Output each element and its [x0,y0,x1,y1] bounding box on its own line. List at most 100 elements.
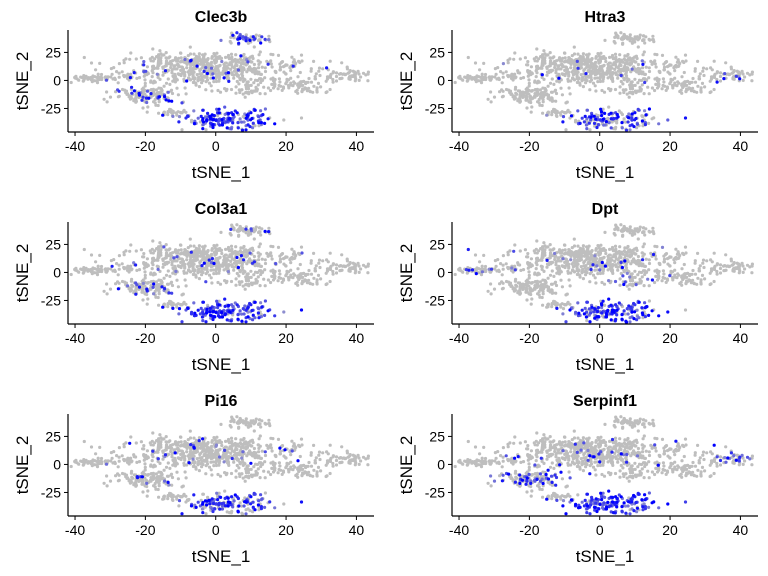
data-point [164,273,169,277]
data-point [331,80,335,84]
data-point [559,249,563,254]
data-point [553,257,557,262]
data-point [297,59,301,64]
data-point-expressed [185,79,189,83]
data-point [159,56,163,60]
data-point [630,80,634,84]
data-point [647,299,652,303]
data-point [572,237,576,241]
data-point [105,90,109,94]
data-point [521,285,526,289]
data-point [271,278,276,282]
data-point [364,265,368,269]
data-point [198,72,202,76]
data-point [298,84,302,88]
data-point [688,278,692,283]
data-point [169,62,173,67]
data-point [550,110,554,114]
data-point-expressed [201,127,205,131]
data-point [535,59,539,63]
data-point [172,77,176,81]
data-point [568,284,572,288]
data-point [212,58,216,63]
data-point-expressed [219,38,223,43]
data-point [710,68,714,72]
data-point [610,71,615,75]
data-point [525,63,529,67]
data-point-expressed [259,315,263,319]
data-point [473,61,478,65]
data-point [201,78,205,83]
data-point-expressed [239,54,243,58]
data-point [271,271,276,275]
data-point-expressed [236,313,240,317]
data-point [619,271,623,276]
data-point [117,254,121,258]
data-point [157,100,161,104]
data-point [549,56,553,60]
data-point [313,269,318,273]
data-point-expressed [612,117,616,121]
data-point [126,92,130,96]
data-point [555,114,559,118]
data-point [283,64,287,68]
data-point [317,261,321,265]
data-point [183,266,187,270]
data-point [247,248,251,252]
data-point [585,75,589,79]
data-point [259,77,263,81]
data-point [74,74,78,78]
data-point [628,87,633,91]
data-point [640,114,644,118]
data-point [661,269,666,273]
data-point [192,262,196,266]
data-point [201,245,205,249]
data-point [258,92,262,96]
data-point [540,258,544,262]
data-point [145,292,149,297]
data-point [159,278,163,282]
data-point [86,77,90,81]
data-point [109,267,113,271]
data-point [175,278,179,282]
data-point [525,298,529,302]
data-point [229,87,234,92]
data-point [718,266,723,271]
data-point [90,76,94,80]
data-point-expressed [201,123,205,127]
data-point [209,276,213,280]
data-point [270,65,274,69]
data-point [265,251,269,255]
data-point [361,71,366,75]
data-point [550,254,554,258]
y-tick-label: 0 [437,72,445,88]
data-point [682,84,686,88]
data-point [347,77,351,81]
data-point-expressed [134,292,138,296]
data-point [738,263,742,267]
data-point [189,120,194,124]
data-point-expressed [186,306,190,310]
data-point [238,226,242,230]
data-point [201,53,205,57]
data-point [588,128,592,132]
data-point [595,72,599,76]
data-point-expressed [172,256,176,260]
data-point [200,254,204,258]
data-point [743,75,747,79]
data-point [187,76,191,80]
data-point [91,266,95,270]
data-point [566,269,570,273]
data-point [134,286,138,291]
data-point [465,79,469,83]
data-point [596,250,601,255]
data-point [141,298,145,302]
data-point-expressed [192,109,196,113]
data-point [183,74,187,78]
data-point [181,292,185,296]
data-point-expressed [204,66,208,70]
data-point [555,301,559,305]
data-point [692,281,696,285]
data-point-expressed [487,267,491,271]
data-point-expressed [236,121,240,125]
